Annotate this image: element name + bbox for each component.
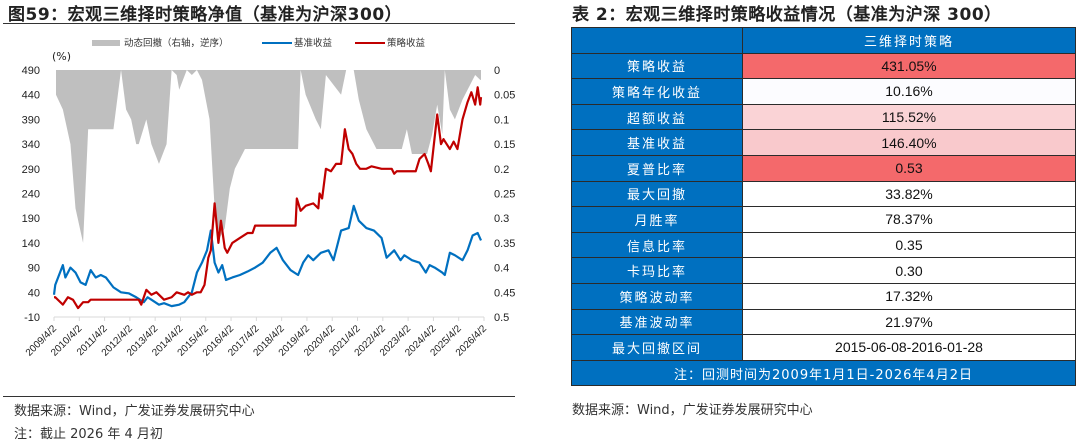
- metric-label: 策略收益: [571, 52, 743, 80]
- y-right-tick-label: 0.35: [494, 238, 515, 250]
- table-source: 数据来源：Wind，广发证券发展研究中心: [572, 403, 813, 418]
- metric-value: 2015-06-08-2016-01-28: [742, 334, 1076, 361]
- metric-label: 策略波动率: [571, 282, 743, 310]
- y-right-tick-label: 0: [494, 65, 500, 77]
- metric-label: 夏普比率: [571, 154, 743, 182]
- metric-value: 78.37%: [742, 206, 1076, 233]
- y-left-tick-label: 240: [22, 189, 40, 201]
- table-row: 策略年化收益 10.16%: [571, 78, 1076, 105]
- y-right-tick-label: 0.45: [494, 287, 515, 299]
- y-left-tick-label: -10: [24, 312, 40, 324]
- metric-value: 146.40%: [742, 129, 1076, 156]
- metric-value: 431.05%: [742, 52, 1076, 80]
- table-row: 卡玛比率 0.30: [571, 257, 1076, 284]
- y-right-tick-label: 0.15: [494, 139, 515, 151]
- net-value-chart: 2009/4/22010/4/22011/4/22012/4/22013/4/2…: [22, 37, 516, 359]
- y-left-tick-label: 290: [22, 164, 40, 176]
- benchmark-line: [52, 204, 483, 308]
- metric-value: 33.82%: [742, 180, 1076, 208]
- metric-label: 基准波动率: [571, 308, 743, 336]
- table-row: 月胜率 78.37%: [571, 206, 1076, 233]
- metric-label: 超额收益: [571, 103, 743, 131]
- table-row: 最大回撤区间 2015-06-08-2016-01-28: [571, 334, 1076, 361]
- table-title: 表 2：宏观三维择时策略收益情况（基准为沪深 300）: [572, 5, 1002, 25]
- figure-title: 图59：宏观三维择时策略净值（基准为沪深300）: [8, 5, 403, 25]
- y-right-tick-label: 0.4: [494, 263, 509, 275]
- table-row: 最大回撤 33.82%: [571, 180, 1076, 208]
- legend-drawdown-label: 动态回撤（右轴，逆序）: [124, 37, 229, 49]
- table-header-row: 三维择时策略: [571, 27, 1076, 54]
- figure-note: 注：截止 2026 年 4 月初: [14, 427, 163, 442]
- table-row: 夏普比率 0.53: [571, 154, 1076, 182]
- metric-value: 115.52%: [742, 103, 1076, 131]
- metric-value: 17.32%: [742, 282, 1076, 310]
- metric-label: 月胜率: [571, 206, 743, 233]
- legend-drawdown-swatch: [92, 40, 120, 46]
- y-left-tick-label: 340: [22, 139, 40, 151]
- metrics-table: 三维择时策略 策略收益 431.05% 策略年化收益 10.16% 超额收益 115.52…: [571, 27, 1076, 387]
- column-header: 三维择时策略: [742, 27, 1076, 54]
- header-corner-cell: [571, 27, 743, 54]
- legend-strategy-label: 策略收益: [387, 37, 426, 49]
- legend-benchmark-label: 基准收益: [294, 37, 333, 49]
- y-right-tick-label: 0.1: [494, 114, 509, 126]
- y-left-tick-label: 490: [22, 65, 40, 77]
- metric-value: 10.16%: [742, 78, 1076, 105]
- table-row: 策略波动率 17.32%: [571, 282, 1076, 310]
- source-divider: [3, 396, 515, 397]
- table-row: 基准波动率 21.97%: [571, 308, 1076, 336]
- metric-label: 策略年化收益: [571, 78, 743, 105]
- metric-label: 最大回撤: [571, 180, 743, 208]
- title-divider: [3, 23, 515, 24]
- y-unit-label: (%): [52, 50, 71, 63]
- y-right-tick-label: 0.3: [494, 213, 509, 225]
- metric-value: 0.30: [742, 257, 1076, 284]
- metric-label: 基准收益: [571, 129, 743, 156]
- table-row: 策略收益 431.05%: [571, 52, 1076, 80]
- drawdown-area: [56, 70, 481, 243]
- metric-value: 21.97%: [742, 308, 1076, 336]
- table-footnote: 注：回测时间为2009年1月1日-2026年4月2日: [571, 359, 1076, 387]
- table-row: 超额收益 115.52%: [571, 103, 1076, 131]
- y-left-tick-label: 190: [22, 213, 40, 225]
- metric-label: 卡玛比率: [571, 257, 743, 284]
- y-left-tick-label: 440: [22, 90, 40, 102]
- metric-label: 最大回撤区间: [571, 334, 743, 361]
- y-left-tick-label: 140: [22, 238, 40, 250]
- y-right-tick-label: 0.25: [494, 189, 515, 201]
- figure-source: 数据来源：Wind，广发证券发展研究中心: [14, 404, 255, 419]
- table-row: 信息比率 0.35: [571, 231, 1076, 259]
- y-right-tick-label: 0.5: [494, 312, 509, 324]
- y-left-tick-label: 390: [22, 114, 40, 126]
- metric-value: 0.35: [742, 231, 1076, 259]
- y-left-tick-label: 90: [28, 263, 40, 275]
- y-right-tick-label: 0.2: [494, 164, 509, 176]
- y-right-tick-label: 0.05: [494, 90, 515, 102]
- table-footnote-row: 注：回测时间为2009年1月1日-2026年4月2日: [571, 359, 1076, 387]
- metric-value: 0.53: [742, 154, 1076, 182]
- y-left-tick-label: 40: [28, 287, 40, 299]
- strategy-line: [54, 86, 483, 310]
- metric-label: 信息比率: [571, 231, 743, 259]
- table-row: 基准收益 146.40%: [571, 129, 1076, 156]
